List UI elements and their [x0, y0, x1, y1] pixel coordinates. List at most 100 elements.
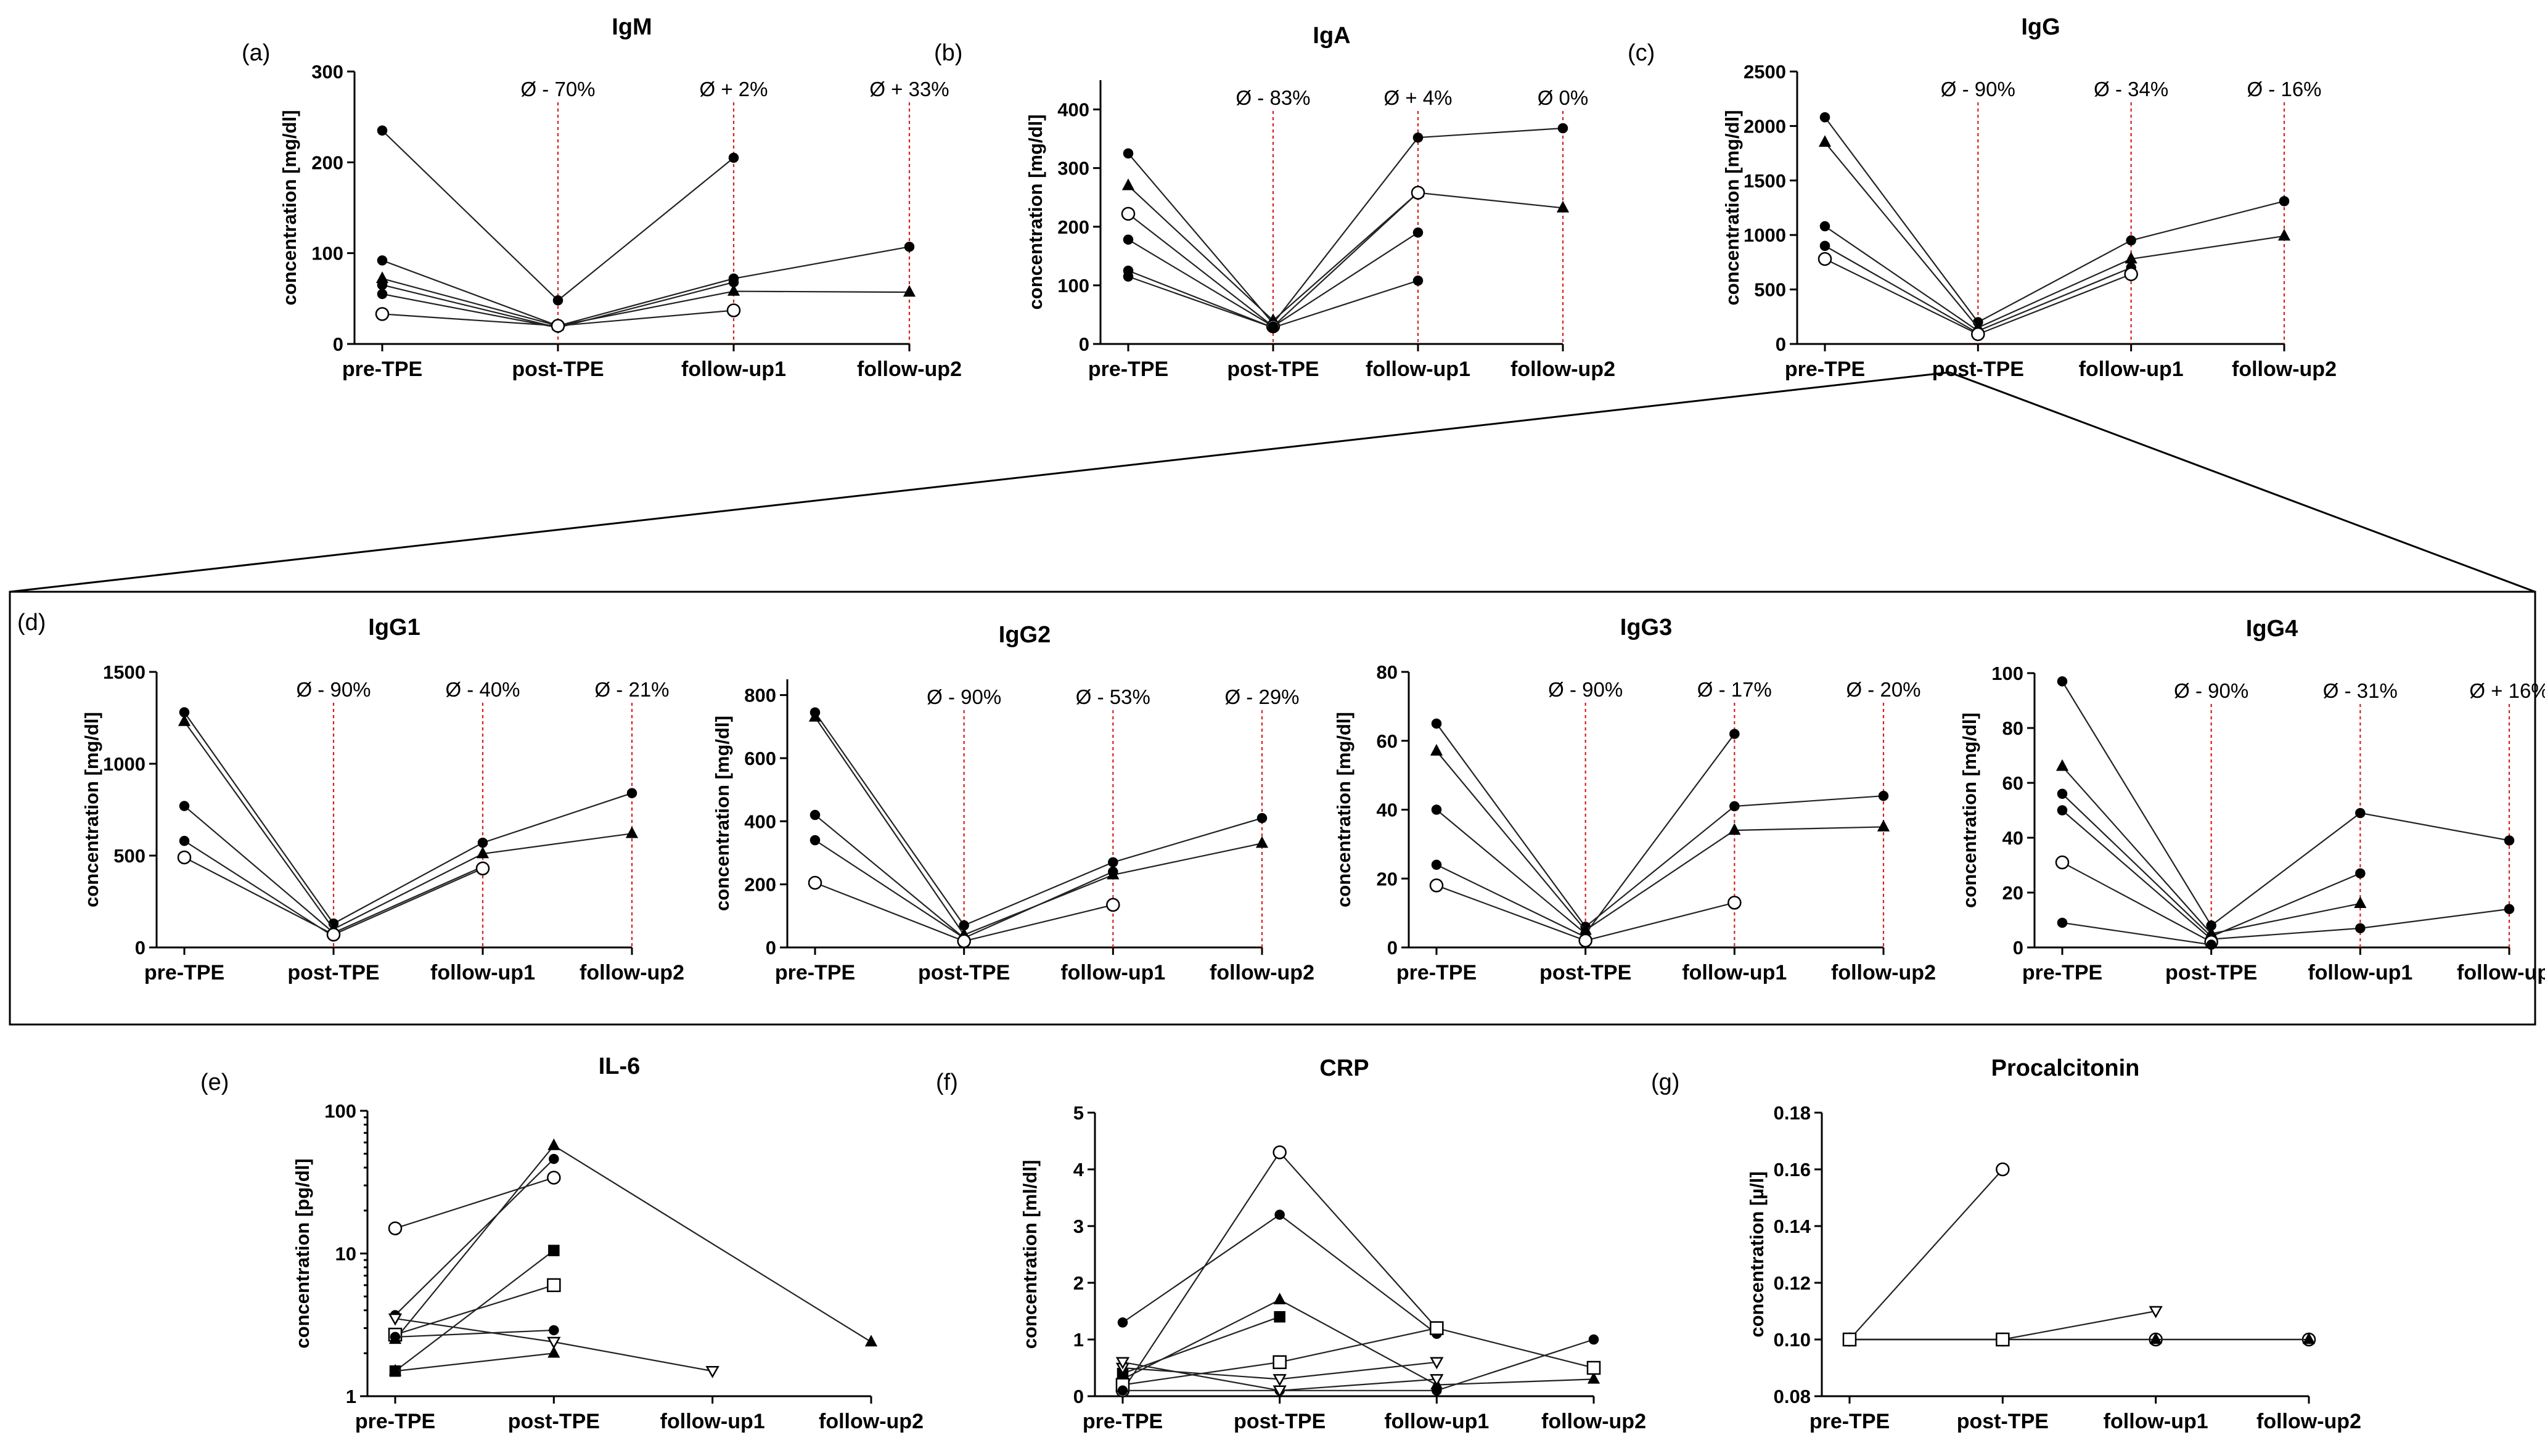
data-point: [2124, 267, 2138, 282]
data-point: [2126, 235, 2136, 246]
data-point: [1121, 178, 1135, 190]
data-point: [179, 835, 190, 846]
data-point: [2302, 1332, 2316, 1344]
data-point: [1431, 804, 1442, 815]
y-axis-label: concentration [µ/l]: [1746, 1171, 1768, 1337]
data-point: [1818, 135, 1832, 147]
data-point: [903, 285, 916, 297]
panel-label: (c): [1628, 40, 1655, 66]
data-point: [551, 319, 565, 333]
chart-panel-igg: IgG (c) concentration [mg/dl] 0 500 1000 1500 2…: [1628, 14, 2337, 381]
y-tick-label: 1500: [1744, 170, 1786, 192]
data-point: [1878, 790, 1889, 801]
data-point: [1842, 1332, 1857, 1347]
chart-panel-igg1: IgG1 (d) concentration [mg/dl] 0 500 1000 1500…: [17, 610, 684, 984]
x-tick-label: post-TPE: [2165, 961, 2257, 984]
data-point: [728, 152, 739, 163]
data-point: [1272, 1355, 1287, 1370]
data-point: [1430, 743, 1443, 756]
series-line-1: [1436, 723, 1884, 928]
chart-panel-crp: CRP (f) concentration [ml/dl] 0 1 2 3 4 5 pre-TPE…: [936, 1055, 1646, 1433]
data-point: [477, 837, 488, 848]
data-point: [1430, 1374, 1444, 1386]
data-point: [475, 861, 490, 876]
y-tick-label: 40: [2002, 827, 2023, 849]
data-point: [957, 934, 971, 949]
series-line-5: [382, 293, 559, 329]
data-point: [547, 1336, 561, 1349]
panel-label: (e): [200, 1070, 229, 1095]
data-point: [809, 809, 821, 820]
data-point: [1586, 1360, 1601, 1375]
chart-panel-igg3: IgG3 concentration [mg/dl] 0 20 40 60 80 pre-TP…: [1333, 615, 1936, 984]
x-tick-label: pre-TPE: [144, 961, 224, 984]
y-tick-label: 0.14: [1774, 1216, 1811, 1237]
data-point: [1268, 322, 1279, 333]
series-line-3: [395, 1158, 555, 1316]
data-point: [1556, 200, 1570, 213]
y-axis-label: concentration [ml/dl]: [1019, 1160, 1041, 1349]
y-tick-label: 200: [311, 152, 343, 173]
percent-change-annotation: Ø - 70%: [520, 78, 595, 100]
data-point: [809, 835, 821, 846]
data-point: [1430, 1357, 1444, 1370]
series-line-2: [184, 721, 633, 930]
x-tick-label: follow-up2: [1541, 1410, 1646, 1433]
data-point: [864, 1335, 878, 1347]
data-point: [2149, 1306, 2163, 1319]
data-point: [1115, 1357, 1130, 1370]
percent-change-annotation: Ø - 83%: [1236, 86, 1310, 109]
series-line-1: [1824, 117, 2285, 324]
data-point: [1412, 276, 1424, 286]
y-axis-label: concentration [mg/dl]: [81, 712, 102, 907]
data-point: [1273, 1292, 1286, 1304]
chart-panel-iga: IgA (b) concentration [mg/dl] 0 100 200 300 400…: [934, 23, 1615, 381]
data-point: [2149, 1332, 2162, 1344]
y-tick-label: 0.16: [1774, 1159, 1811, 1180]
data-point: [552, 295, 564, 306]
series-line-4: [2062, 809, 2510, 940]
series-line-4: [1824, 245, 1978, 334]
y-tick-label: 3: [1073, 1216, 1084, 1237]
x-tick-label: follow-up2: [580, 961, 684, 984]
x-tick-label: follow-up1: [1366, 358, 1470, 381]
y-tick-label: 200: [744, 874, 776, 896]
data-point: [1727, 896, 1742, 910]
y-tick-label: 1500: [103, 661, 145, 683]
y-tick-label: 0: [766, 937, 776, 959]
series-line-4: [184, 840, 334, 938]
series-line-3: [1122, 1299, 1594, 1386]
chart-title: IgM: [612, 14, 652, 40]
y-axis-label: concentration [mg/dl]: [1959, 713, 1980, 908]
x-tick-label: follow-up2: [1510, 358, 1615, 381]
series-line-3: [382, 277, 910, 327]
x-tick-label: pre-TPE: [355, 1410, 435, 1433]
data-point: [1587, 1372, 1600, 1384]
x-tick-label: follow-up1: [2308, 961, 2412, 984]
x-tick-label: post-TPE: [508, 1410, 600, 1433]
data-point: [377, 255, 388, 266]
y-tick-label: 0: [1073, 1386, 1084, 1407]
data-point: [377, 279, 388, 290]
percent-change-annotation: Ø - 90%: [296, 678, 371, 701]
y-tick-label: 400: [1057, 99, 1089, 121]
x-tick-label: post-TPE: [1932, 358, 2024, 381]
data-point: [1971, 327, 1985, 342]
data-point: [1123, 271, 1134, 282]
data-point: [1272, 1385, 1287, 1398]
data-point: [1106, 898, 1120, 912]
x-tick-label: pre-TPE: [2022, 961, 2102, 984]
chart-title: IgA: [1313, 23, 1350, 49]
x-tick-label: follow-up2: [1210, 961, 1314, 984]
series-line-6: [2062, 922, 2211, 946]
y-tick-label: 500: [113, 845, 145, 867]
percent-change-annotation: Ø - 16%: [2247, 78, 2321, 100]
y-tick-label: 300: [1057, 158, 1089, 179]
data-point: [548, 1245, 560, 1256]
data-point: [390, 1331, 401, 1343]
data-point: [2057, 676, 2068, 687]
y-tick-label: 60: [2002, 772, 2023, 794]
percent-change-annotation: Ø - 20%: [1846, 678, 1920, 701]
data-point: [626, 788, 637, 798]
data-point: [178, 714, 191, 726]
